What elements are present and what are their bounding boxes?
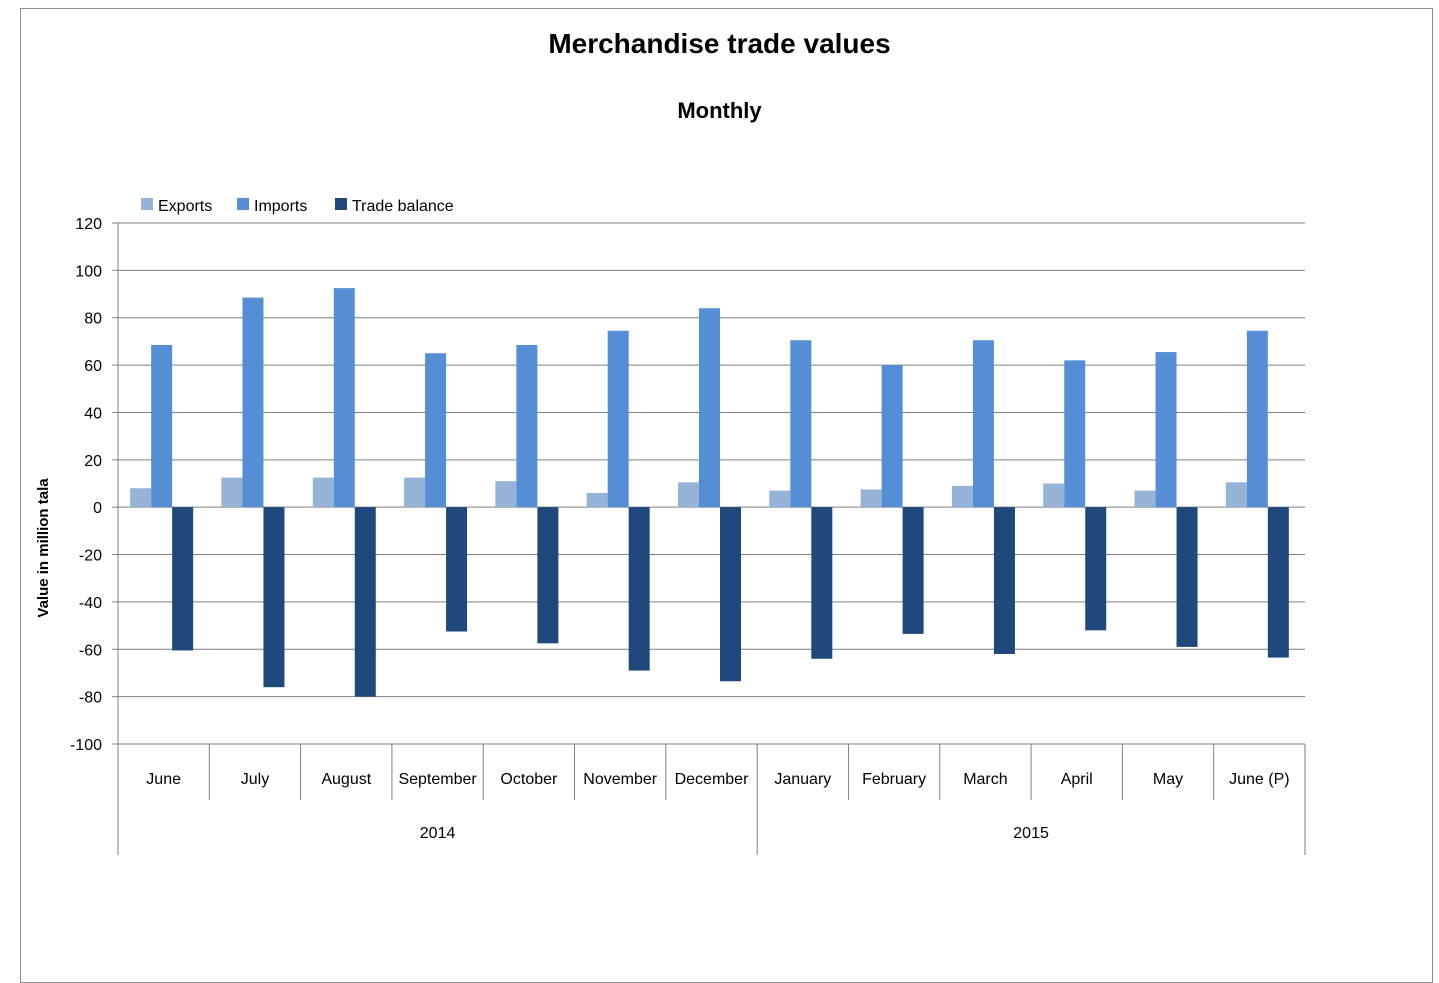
y-axis-label: Value in million tala: [35, 478, 52, 618]
y-tick-label: -20: [79, 548, 102, 565]
bar-exports: [769, 490, 791, 508]
bar-exports: [130, 488, 152, 508]
legend-label: Exports: [158, 198, 212, 215]
bar-imports: [425, 353, 447, 508]
bar-imports: [881, 365, 903, 508]
bar-trade-balance: [1176, 507, 1198, 647]
bar-imports: [1246, 330, 1268, 508]
chart-title: Merchandise trade values: [548, 28, 891, 59]
bar-trade-balance: [628, 507, 650, 671]
x-tick-label: November: [583, 771, 657, 788]
bar-trade-balance: [993, 507, 1015, 655]
y-tick-label: 0: [93, 500, 102, 517]
bar-exports: [1134, 490, 1156, 508]
bar-trade-balance: [1267, 507, 1289, 658]
bar-imports: [1064, 360, 1086, 508]
bar-imports: [972, 340, 994, 508]
x-tick-label: July: [241, 771, 269, 788]
bar-imports: [607, 330, 629, 508]
y-tick-label: 80: [84, 311, 102, 328]
bar-exports: [312, 477, 334, 508]
group-label: 2014: [420, 825, 456, 842]
x-tick-label: September: [398, 771, 477, 788]
bar-exports: [221, 477, 243, 508]
bar-exports: [951, 485, 973, 508]
bar-trade-balance: [354, 507, 376, 697]
y-tick-label: -100: [70, 737, 102, 754]
x-tick-label: April: [1061, 771, 1093, 788]
y-tick-label: -40: [79, 595, 102, 612]
bar-exports: [1225, 482, 1247, 508]
bar-trade-balance: [720, 507, 741, 682]
bar-exports: [586, 492, 608, 508]
x-tick-label: January: [774, 771, 831, 788]
bar-imports: [333, 288, 355, 508]
bar-trade-balance: [811, 507, 833, 659]
bar-exports: [495, 481, 517, 508]
chart-subtitle: Monthly: [677, 98, 762, 123]
y-tick-label: 120: [75, 216, 102, 233]
bar-trade-balance: [446, 507, 468, 632]
y-tick-label: -80: [79, 690, 102, 707]
x-tick-label: May: [1153, 771, 1183, 788]
legend-label: Trade balance: [352, 198, 454, 215]
bar-trade-balance: [537, 507, 559, 644]
bar-exports: [860, 489, 882, 508]
legend-label: Imports: [254, 198, 307, 215]
legend-swatch: [141, 198, 153, 210]
bar-imports: [699, 308, 720, 508]
bar-imports: [790, 340, 812, 508]
x-tick-label: March: [963, 771, 1007, 788]
x-tick-label: October: [500, 771, 558, 788]
legend-swatch: [237, 198, 249, 210]
y-tick-label: 40: [84, 405, 102, 422]
bar-exports: [404, 477, 426, 508]
bar-trade-balance: [263, 507, 285, 688]
bar-imports: [1155, 352, 1177, 508]
x-tick-label: December: [675, 771, 749, 788]
y-tick-label: 20: [84, 453, 102, 470]
bar-trade-balance: [902, 507, 924, 634]
y-tick-label: -60: [79, 642, 102, 659]
x-tick-label: February: [862, 771, 926, 788]
group-label: 2015: [1013, 825, 1049, 842]
x-tick-label: June: [146, 771, 181, 788]
bar-trade-balance: [172, 507, 194, 651]
x-tick-label: June (P): [1229, 771, 1289, 788]
bar-exports: [1043, 483, 1065, 508]
bar-imports: [151, 344, 173, 508]
x-tick-label: August: [321, 771, 371, 788]
bar-imports: [242, 297, 264, 508]
bar-exports: [678, 482, 699, 508]
bar-trade-balance: [1085, 507, 1107, 631]
y-tick-label: 100: [75, 263, 102, 280]
legend-swatch: [335, 198, 347, 210]
y-tick-label: 60: [84, 358, 102, 375]
bar-imports: [516, 344, 538, 508]
